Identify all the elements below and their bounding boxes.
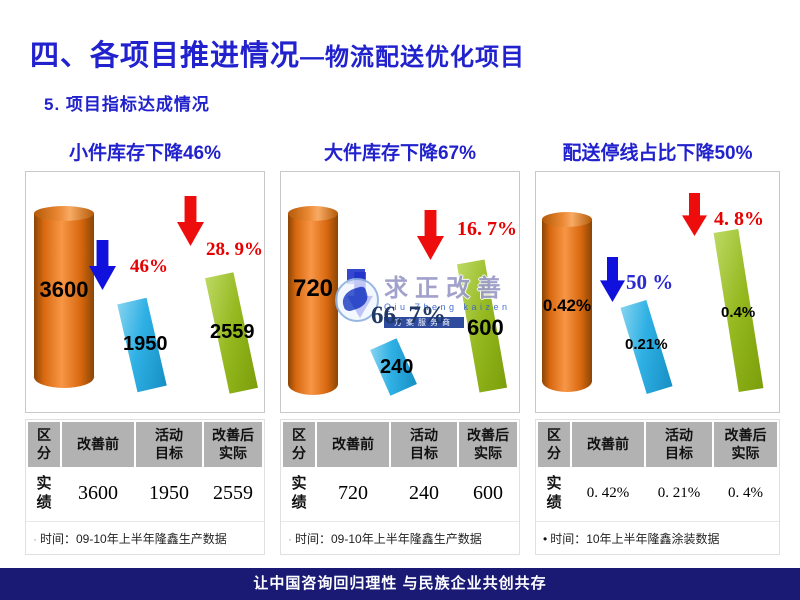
value-target: 0. 21%	[646, 469, 712, 519]
panel-heading: 大件库存下降67%	[323, 143, 477, 164]
bar-before-value: 3600	[39, 277, 89, 302]
page-title: 四、各项目推进情况—物流配送优化项目	[30, 32, 525, 74]
table-row: 实 绩 0. 42% 0. 21% 0. 4%	[538, 469, 777, 519]
bar-before: 720	[288, 206, 338, 395]
col-header-category: 区 分	[28, 422, 60, 467]
down-arrow-red-icon	[682, 193, 707, 236]
metrics-table: 区 分 改善前 活动 目标 改善后 实际 实 绩 720 240 600 · 时间…	[280, 419, 520, 555]
row-label: 实 绩	[28, 469, 60, 519]
note-text: 时间：09-10年上半年隆鑫生产数据	[295, 531, 482, 546]
note-bullet: ·	[288, 531, 292, 546]
chart-line-stop: 0.42% 50 % 4. 8% 0.21% 0.4%	[535, 171, 780, 413]
bar-before-value: 720	[292, 275, 334, 302]
target-drop-label: 46%	[130, 256, 168, 277]
col-header-actual: 改善后 实际	[459, 422, 517, 467]
note-text: 时间：10年上半年隆鑫涂装数据	[550, 531, 720, 546]
page-subtitle: 5. 项目指标达成情况	[44, 95, 210, 114]
cylinder-cap	[542, 212, 592, 227]
table-header-row: 区 分 改善前 活动 目标 改善后 实际	[538, 422, 777, 467]
value-target: 240	[391, 469, 457, 519]
target-drop-label: 66. 7%	[371, 302, 446, 329]
down-arrow-blue-icon	[347, 272, 373, 318]
panel-large-parts-inventory: 大件库存下降67% 720 66. 7% 16. 7% 240 600 区 分 …	[280, 141, 520, 555]
col-header-actual: 改善后 实际	[714, 422, 777, 467]
col-header-before: 改善前	[62, 422, 134, 467]
col-header-actual: 改善后 实际	[204, 422, 262, 467]
value-actual: 600	[459, 469, 517, 519]
metrics-table: 区 分 改善前 活动 目标 改善后 实际 实 绩 0. 42% 0. 21% 0…	[535, 419, 780, 555]
page-title-suffix: —物流配送优化项目	[300, 44, 526, 71]
bar-before: 3600	[34, 206, 94, 388]
value-before: 3600	[62, 469, 134, 519]
down-arrow-blue-icon	[600, 257, 625, 302]
bar-target-value: 1950	[123, 333, 168, 355]
col-header-before: 改善前	[572, 422, 644, 467]
note-text: 时间：09-10年上半年隆鑫生产数据	[40, 531, 227, 546]
value-actual: 0. 4%	[714, 469, 777, 519]
cylinder-cap	[34, 206, 94, 221]
source-note: · 时间：09-10年上半年隆鑫生产数据	[26, 520, 264, 554]
value-before: 0. 42%	[572, 469, 644, 519]
target-drop-label: 50 %	[626, 270, 674, 294]
note-bullet: •	[543, 531, 548, 546]
source-note: • 时间：10年上半年隆鑫涂装数据	[536, 520, 779, 554]
bar-before-value: 0.42%	[542, 296, 592, 315]
source-note: · 时间：09-10年上半年隆鑫生产数据	[281, 520, 519, 554]
col-header-target: 活动 目标	[391, 422, 457, 467]
actual-drop-label: 4. 8%	[714, 208, 764, 230]
table-row: 实 绩 3600 1950 2559	[28, 469, 262, 519]
chart-large-parts: 720 66. 7% 16. 7% 240 600	[280, 171, 520, 413]
bar-before: 0.42%	[542, 212, 592, 392]
metrics-table: 区 分 改善前 活动 目标 改善后 实际 实 绩 3600 1950 2559 …	[25, 419, 265, 555]
col-header-category: 区 分	[538, 422, 570, 467]
col-header-target: 活动 目标	[646, 422, 712, 467]
actual-drop-label: 16. 7%	[457, 218, 517, 240]
col-header-target: 活动 目标	[136, 422, 202, 467]
note-bullet: ·	[33, 531, 37, 546]
cylinder-cap	[288, 206, 338, 221]
bar-actual-value: 2559	[210, 321, 255, 343]
table-header-row: 区 分 改善前 活动 目标 改善后 实际	[283, 422, 517, 467]
bar-target-value: 240	[380, 356, 414, 378]
bar-actual-value: 0.4%	[721, 304, 756, 321]
value-actual: 2559	[204, 469, 262, 519]
page-title-main: 四、各项目推进情况	[30, 40, 301, 72]
col-header-category: 区 分	[283, 422, 315, 467]
down-arrow-red-icon	[417, 210, 444, 260]
down-arrow-red-icon	[177, 196, 204, 246]
panel-line-stop-ratio: 配送停线占比下降50% 0.42% 50 % 4. 8% 0.21% 0.4% …	[535, 141, 780, 555]
row-label: 实 绩	[283, 469, 315, 519]
row-label: 实 绩	[538, 469, 570, 519]
table-row: 实 绩 720 240 600	[283, 469, 517, 519]
footer-slogan: 让中国咨询回归理性 与民族企业共创共存	[0, 568, 800, 600]
chart-small-parts: 3600 46% 28. 9% 1950 2559	[25, 171, 265, 413]
col-header-before: 改善前	[317, 422, 389, 467]
value-before: 720	[317, 469, 389, 519]
table-header-row: 区 分 改善前 活动 目标 改善后 实际	[28, 422, 262, 467]
panel-heading: 小件库存下降46%	[68, 143, 222, 164]
bar-target-value: 0.21%	[625, 336, 668, 353]
panel-small-parts-inventory: 小件库存下降46% 3600 46% 28. 9% 1950 2559 区 分 …	[25, 141, 265, 555]
panel-heading: 配送停线占比下降50%	[562, 143, 753, 164]
value-target: 1950	[136, 469, 202, 519]
actual-drop-label: 28. 9%	[206, 239, 263, 260]
bar-actual-value: 600	[467, 315, 504, 340]
